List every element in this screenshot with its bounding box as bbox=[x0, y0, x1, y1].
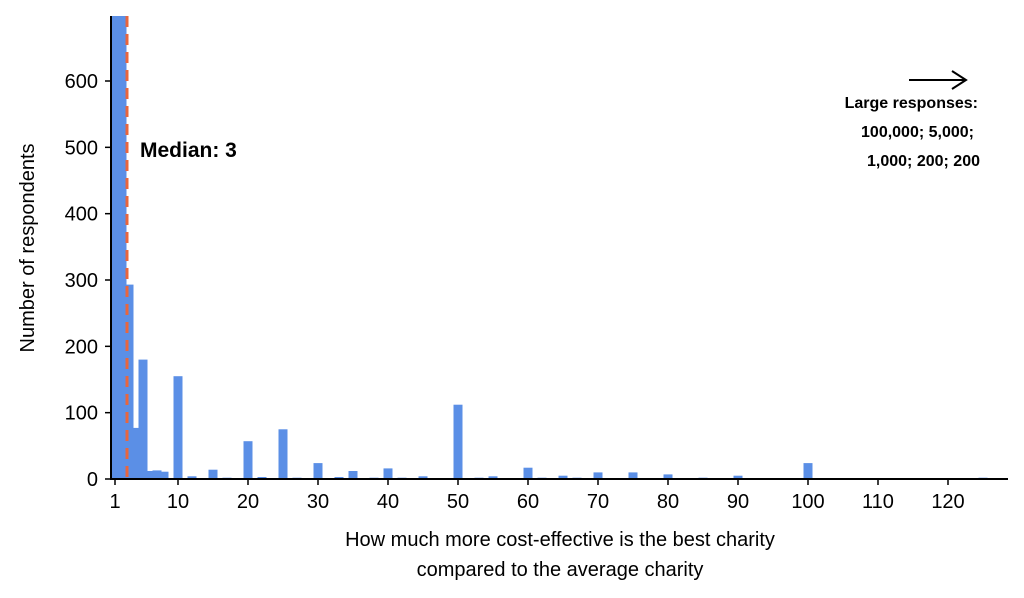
x-tick-label: 20 bbox=[237, 491, 259, 513]
bar-x-65 bbox=[558, 475, 568, 479]
x-tick-label: 80 bbox=[657, 491, 679, 513]
axes bbox=[110, 16, 1008, 480]
bar-x-12 bbox=[187, 476, 197, 479]
bar-x-25 bbox=[278, 429, 288, 480]
y-ticks: 0 100 200 300 400 500 600 bbox=[65, 71, 111, 491]
large-responses-title: Large responses: bbox=[845, 95, 978, 112]
x-tick-label: 120 bbox=[931, 491, 964, 513]
x-tick-label: 70 bbox=[587, 491, 609, 513]
bar-x-90 bbox=[733, 475, 743, 479]
right-arrow-icon bbox=[909, 70, 968, 90]
bar-x-8 bbox=[159, 471, 169, 479]
bar-x-35 bbox=[348, 471, 358, 479]
bar-x-70 bbox=[593, 472, 603, 479]
x-tick-label: 30 bbox=[307, 491, 329, 513]
y-tick-label: 100 bbox=[65, 403, 98, 425]
bar-x-50 bbox=[453, 404, 463, 479]
x-tick-label: 10 bbox=[167, 491, 189, 513]
y-tick-label: 300 bbox=[65, 270, 98, 292]
x-tick-label: 110 bbox=[862, 491, 894, 513]
x-axis-title-line-1: How much more cost-effective is the best… bbox=[345, 529, 775, 551]
bar-x-1 bbox=[110, 16, 120, 479]
large-responses-line-1: 100,000; 5,000; bbox=[861, 124, 974, 141]
bar-x-55 bbox=[488, 476, 498, 479]
x-tick-label: 40 bbox=[377, 491, 399, 513]
y-tick-label: 500 bbox=[65, 137, 98, 159]
x-tick-label: 50 bbox=[447, 491, 469, 513]
bar-x-2 bbox=[117, 16, 127, 479]
bar-x-45 bbox=[418, 476, 428, 479]
bars-group bbox=[110, 16, 988, 480]
bar-x-20 bbox=[243, 441, 253, 479]
y-axis-title: Number of respondents bbox=[17, 143, 39, 352]
bar-x-80 bbox=[663, 474, 673, 479]
x-tick-label: 1 bbox=[109, 491, 120, 513]
bar-x-15 bbox=[208, 469, 218, 479]
bar-x-5 bbox=[138, 359, 148, 479]
bar-x-30 bbox=[313, 463, 323, 479]
median-label: Median: 3 bbox=[140, 139, 237, 162]
bar-x-3 bbox=[124, 284, 134, 479]
x-ticks: 1 10 20 30 40 50 60 70 80 90 100 110 120 bbox=[109, 479, 965, 513]
y-tick-label: 400 bbox=[65, 204, 98, 226]
x-tick-label: 60 bbox=[517, 491, 539, 513]
x-tick-label: 90 bbox=[727, 491, 749, 513]
x-axis-title-line-2: compared to the average charity bbox=[417, 559, 704, 581]
bar-x-4 bbox=[131, 427, 141, 479]
y-tick-label: 0 bbox=[87, 469, 98, 491]
bar-x-100 bbox=[803, 463, 813, 479]
bar-x-7 bbox=[152, 470, 162, 479]
bar-x-75 bbox=[628, 472, 638, 479]
bar-x-60 bbox=[523, 467, 533, 479]
large-responses-line-2: 1,000; 200; 200 bbox=[867, 153, 980, 170]
bar-x-10 bbox=[173, 376, 183, 479]
y-tick-label: 600 bbox=[65, 71, 98, 93]
bar-x-40 bbox=[383, 468, 393, 479]
y-tick-label: 200 bbox=[65, 336, 98, 358]
bar-x-6 bbox=[145, 471, 155, 479]
x-tick-label: 100 bbox=[791, 491, 824, 513]
